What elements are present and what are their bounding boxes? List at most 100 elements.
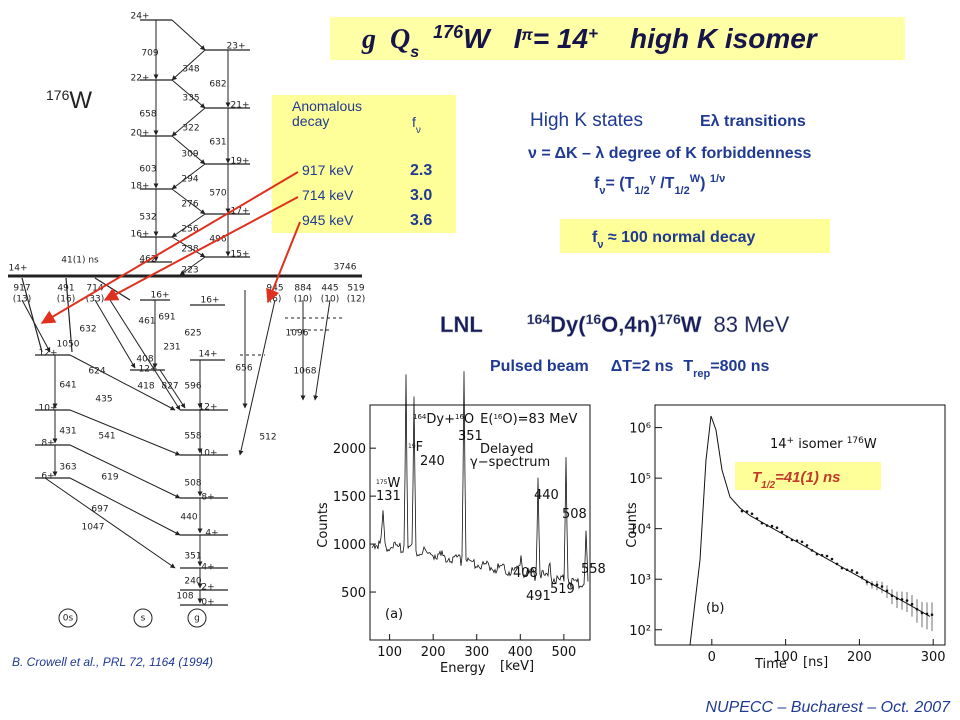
peak-label: 440 (534, 488, 559, 503)
level-label: 17+ (231, 207, 250, 217)
note: γ−spectrum (470, 455, 550, 470)
level-label: 15+ (231, 250, 250, 260)
half-life-part: =41(1) ns (775, 469, 840, 486)
decay-point (805, 544, 809, 547)
transition (171, 163, 206, 190)
legend-part: O (464, 412, 474, 427)
peak-mass: 175 (376, 479, 388, 486)
formula-part: ) (700, 175, 710, 192)
peak-label: 175W (376, 476, 400, 491)
level-label: 519 (347, 284, 364, 294)
f-value: 3.0 (410, 187, 432, 204)
level-label: 21+ (231, 101, 250, 111)
band-marker (187, 608, 207, 628)
title-part: I (514, 23, 523, 54)
transition (159, 369, 186, 409)
decay-fit (689, 415, 931, 646)
level-label: 596 (184, 382, 201, 392)
x-tick-label: 0 (708, 650, 716, 665)
level-label: 435 (95, 395, 112, 405)
title-part: Q (390, 24, 410, 55)
level-label: 363 (59, 463, 76, 473)
level-label: 619 (101, 473, 118, 483)
decay-point (790, 538, 794, 542)
title-part: W (463, 23, 492, 54)
level-label: (10) (294, 295, 312, 305)
transition (69, 477, 181, 536)
x-tick-label: 500 (551, 645, 576, 660)
peak-label: 351 (458, 429, 483, 444)
title-part: 176 (433, 22, 464, 42)
decay-point (820, 553, 824, 557)
level-label: 658 (139, 110, 156, 120)
x-tick-label: 100 (377, 645, 402, 660)
level-label: 917 (13, 284, 30, 294)
transition (171, 188, 206, 215)
half-life: T1/2=41(1) ns (752, 469, 841, 491)
level-label: 632 (79, 325, 96, 335)
level-label: 238 (181, 245, 198, 255)
decay-point (765, 524, 769, 527)
decay-point (835, 562, 839, 566)
peak-label: 19F (408, 440, 423, 455)
transition (313, 299, 331, 401)
transition (69, 354, 176, 411)
x-tick-label: 400 (508, 645, 533, 660)
level-label: 8+ (201, 493, 214, 503)
level-label: (12) (347, 295, 365, 305)
arrow (40, 171, 299, 324)
y-tick-label: 10⁴ (629, 523, 651, 538)
formula-part: ν (599, 185, 605, 197)
level-label: 23+ (227, 42, 246, 52)
level-label: 461 (138, 317, 155, 327)
decay-point (850, 569, 854, 572)
level-label: 22+ (131, 74, 150, 84)
decay-point (750, 512, 754, 516)
legend-part: 16 (455, 413, 464, 421)
credit: B. Crowell et al., PRL 72, 1164 (1994) (12, 655, 213, 669)
half-life-part: 1/2 (761, 480, 775, 491)
f-header: fν (412, 114, 421, 136)
legend-part: O)=83 MeV (502, 412, 577, 427)
y-tick-label: 1000 (333, 538, 366, 553)
decay-point (755, 517, 759, 520)
reaction-part: 16 (586, 311, 602, 327)
level-label: 1047 (82, 523, 105, 533)
isomer-part: + (787, 436, 795, 446)
level-label: 294 (181, 175, 198, 185)
nucleus-mass: 176 (46, 87, 70, 103)
x-tick-label: 300 (464, 645, 489, 660)
energy: 714 keV (302, 187, 354, 203)
level-label: 256 (181, 225, 198, 235)
anomalous-box (272, 95, 456, 233)
reaction-part: 176 (657, 311, 681, 327)
formula-part: 1/ν (710, 173, 725, 185)
transition (171, 19, 206, 51)
level-label: 10+ (199, 449, 218, 459)
decay-plot: 0 100 200 300 10² 10³ 10⁴ 10⁵ 10⁶ Counts Time [ns] 1… (625, 404, 946, 672)
band-marker (133, 608, 153, 628)
transition (171, 135, 206, 165)
level-label: 4+ (201, 563, 214, 573)
level-label: g (194, 614, 200, 624)
isomer-part: 176 (847, 436, 864, 446)
peak-label: 558 (581, 562, 606, 577)
transition (171, 49, 206, 81)
formula: fν= (T1/2γ /T1/2W) 1/ν (594, 173, 725, 197)
beam-part: rep (693, 368, 710, 380)
formula-part: 1/2 (674, 185, 689, 197)
level-label: 3746 (334, 263, 357, 273)
anomalous-heading: decay (292, 113, 329, 129)
normal-box (560, 219, 830, 253)
peak-label: 131 (376, 489, 401, 504)
legend-part: 16 (493, 413, 502, 421)
decay-point (795, 539, 799, 542)
note: Delayed (480, 442, 534, 457)
level-label: 19+ (231, 157, 250, 167)
level-label: 14+ (199, 350, 218, 360)
transition (44, 477, 176, 569)
title-part: high K isomer (630, 23, 819, 54)
level-label: 827 (161, 382, 178, 392)
formula-part: f (594, 175, 600, 192)
